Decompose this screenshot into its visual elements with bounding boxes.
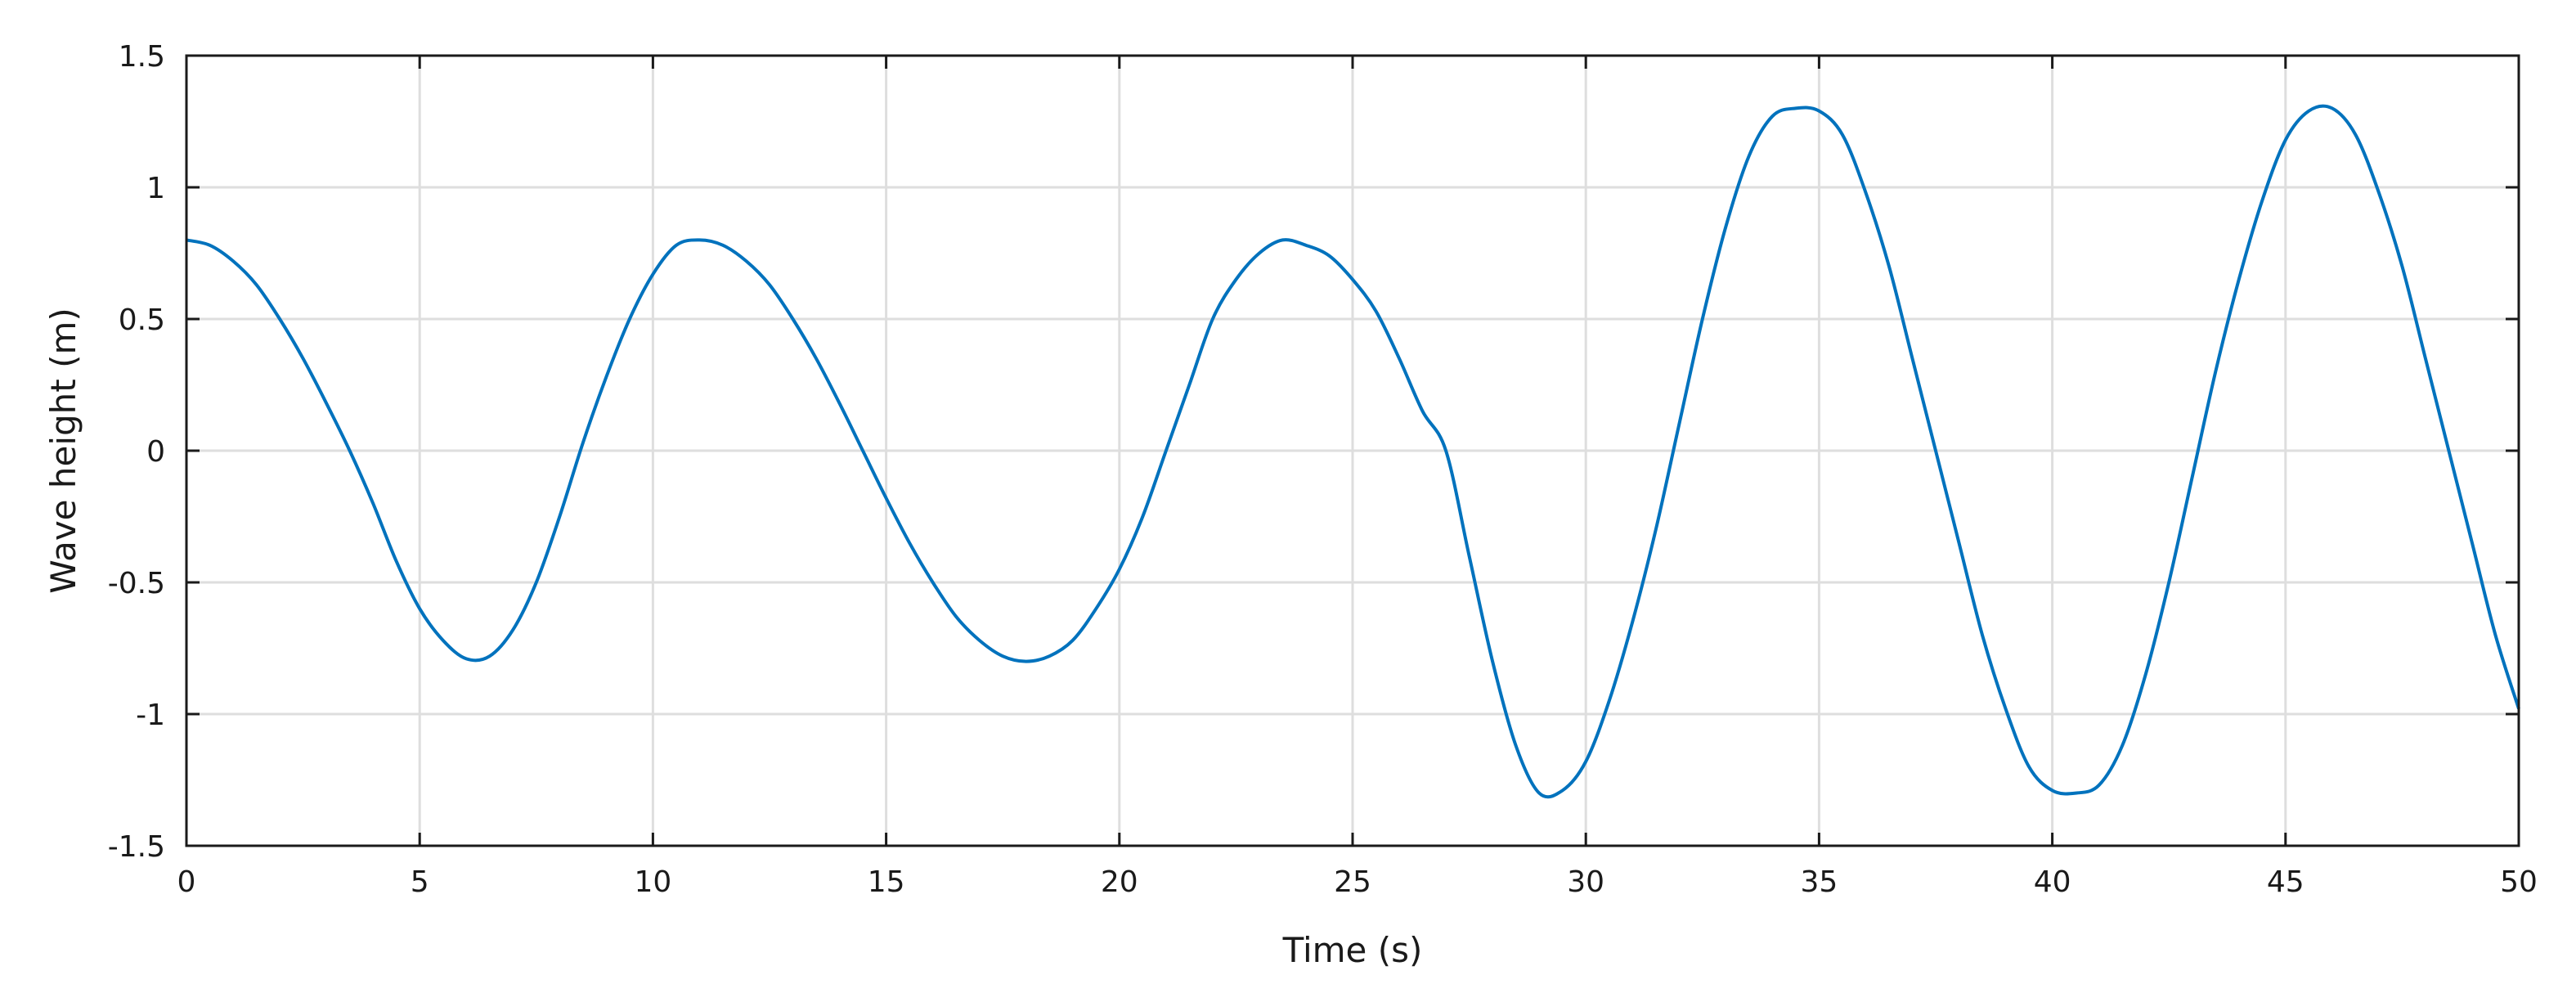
- x-tick-label: 5: [411, 865, 429, 899]
- y-tick-label: 1: [146, 172, 165, 205]
- x-tick-labels: 0 5 10 15 20 25 30 35 40 45 50: [177, 865, 2538, 899]
- x-tick-label: 50: [2500, 865, 2538, 899]
- x-tick-label: 0: [177, 865, 196, 899]
- x-tick-label: 10: [634, 865, 671, 899]
- y-tick-label: 0.5: [119, 303, 165, 337]
- y-tick-label: 1.5: [119, 40, 165, 74]
- y-tick-labels: 1.5 1 0.5 0 -0.5 -1 -1.5: [108, 40, 165, 864]
- x-tick-label: 40: [2034, 865, 2071, 899]
- x-tick-label: 15: [868, 865, 905, 899]
- x-tick-label: 20: [1101, 865, 1138, 899]
- series-layer: [186, 104, 2520, 799]
- x-tick-label: 30: [1567, 865, 1604, 899]
- x-axis-label: Time (s): [1282, 930, 1423, 970]
- x-tick-label: 35: [1800, 865, 1838, 899]
- x-tick-label: 25: [1334, 865, 1371, 899]
- y-tick-label: -1: [136, 699, 165, 732]
- grid: [186, 56, 2519, 846]
- ticks: [185, 54, 2520, 847]
- series-line: [186, 104, 2520, 799]
- x-tick-label: 45: [2267, 865, 2304, 899]
- y-tick-label: -1.5: [108, 830, 165, 864]
- y-tick-label: -0.5: [108, 567, 165, 600]
- y-axis-label: Wave height (m): [43, 308, 83, 594]
- y-tick-label: 0: [146, 435, 165, 469]
